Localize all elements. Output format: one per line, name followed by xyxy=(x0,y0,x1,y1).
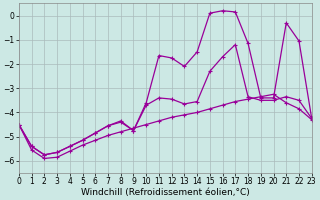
X-axis label: Windchill (Refroidissement éolien,°C): Windchill (Refroidissement éolien,°C) xyxy=(81,188,250,197)
